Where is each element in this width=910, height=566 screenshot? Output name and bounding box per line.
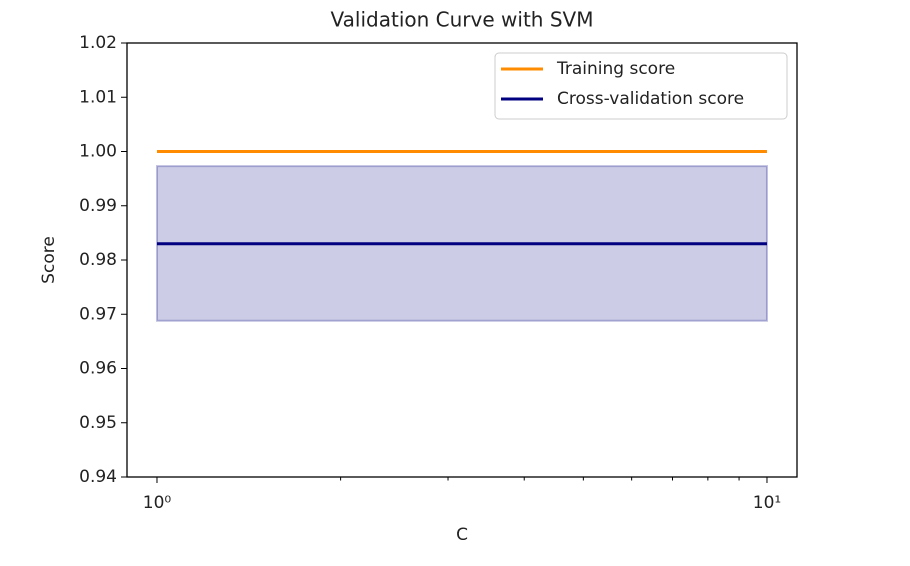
chart-title: Validation Curve with SVM xyxy=(331,8,594,32)
y-axis-label: Score xyxy=(39,236,59,284)
y-tick-label: 1.02 xyxy=(79,33,117,53)
legend-label: Cross-validation score xyxy=(557,89,744,109)
y-tick-label: 0.95 xyxy=(79,413,117,433)
y-tick-label: 1.00 xyxy=(79,142,117,162)
y-tick-label: 0.98 xyxy=(79,250,117,270)
y-tick-label: 0.96 xyxy=(79,359,117,379)
y-tick-label: 1.01 xyxy=(79,87,117,107)
x-tick-label: 10¹ xyxy=(753,493,781,513)
legend-label: Training score xyxy=(556,59,675,79)
y-tick-label: 0.99 xyxy=(79,196,117,216)
x-tick-label: 10⁰ xyxy=(143,493,172,513)
x-axis-label: C xyxy=(456,525,468,545)
legend-box xyxy=(494,52,788,120)
y-tick-label: 0.94 xyxy=(79,467,117,487)
y-tick-label: 0.97 xyxy=(79,304,117,324)
